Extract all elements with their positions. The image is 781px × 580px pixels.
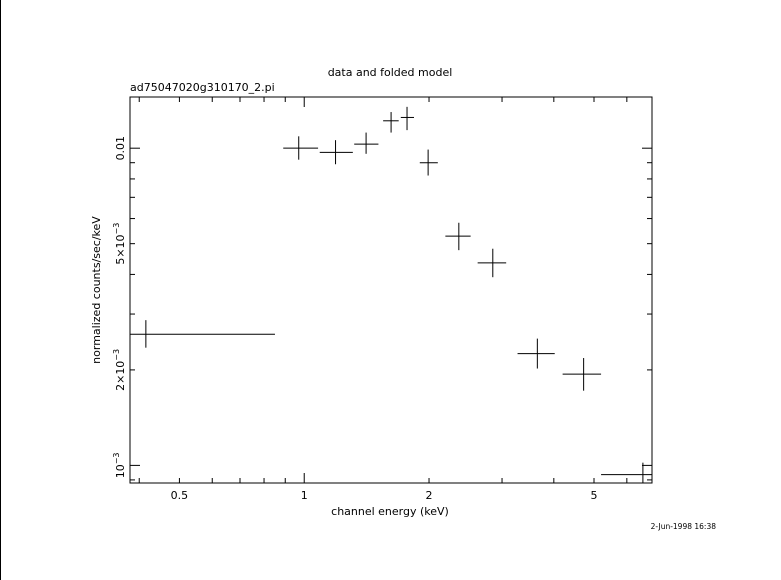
x-axis-tick-labels: 0.5 1 2 5 — [171, 489, 598, 502]
x-tick-label: 5 — [591, 489, 598, 502]
x-tick-label: 1 — [301, 489, 308, 502]
data-points — [130, 106, 652, 483]
y-axis-label: normalized counts/sec/keV — [90, 216, 103, 364]
x-tick-label: 2 — [426, 489, 433, 502]
x-axis-ticks — [138, 97, 628, 483]
y-tick-label: 10−3 — [112, 452, 127, 478]
data-point — [319, 140, 353, 165]
x-axis-label: channel energy (keV) — [331, 505, 449, 518]
y-tick-label: 5×10−3 — [112, 223, 127, 265]
data-point — [562, 358, 602, 391]
chart-title: data and folded model — [328, 66, 453, 79]
data-point — [445, 222, 471, 251]
timestamp: 2-Jun-1998 16:38 — [651, 522, 717, 531]
data-point — [419, 149, 438, 176]
data-point — [383, 112, 399, 133]
data-point — [517, 338, 555, 369]
x-tick-label: 0.5 — [171, 489, 189, 502]
plot-frame — [129, 96, 653, 484]
y-tick-label: 0.01 — [114, 136, 127, 161]
y-axis-ticks — [130, 147, 652, 481]
data-point — [354, 132, 379, 154]
data-point — [601, 462, 652, 483]
y-axis-tick-labels: 10−3 2×10−3 5×10−3 0.01 — [112, 136, 127, 478]
data-point — [477, 248, 507, 278]
data-point — [130, 320, 275, 348]
data-point — [400, 106, 415, 131]
window-left-border — [0, 0, 1, 580]
chart-subtitle: ad75047020g310170_2.pi — [130, 81, 275, 94]
data-point — [283, 136, 319, 160]
y-tick-label: 2×10−3 — [112, 349, 127, 391]
